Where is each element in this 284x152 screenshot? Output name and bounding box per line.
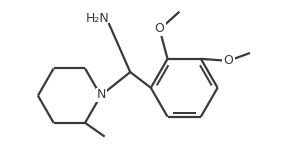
Text: H₂N: H₂N [86,12,110,25]
Text: O: O [224,54,233,67]
Text: N: N [97,88,106,101]
Text: O: O [155,22,165,35]
